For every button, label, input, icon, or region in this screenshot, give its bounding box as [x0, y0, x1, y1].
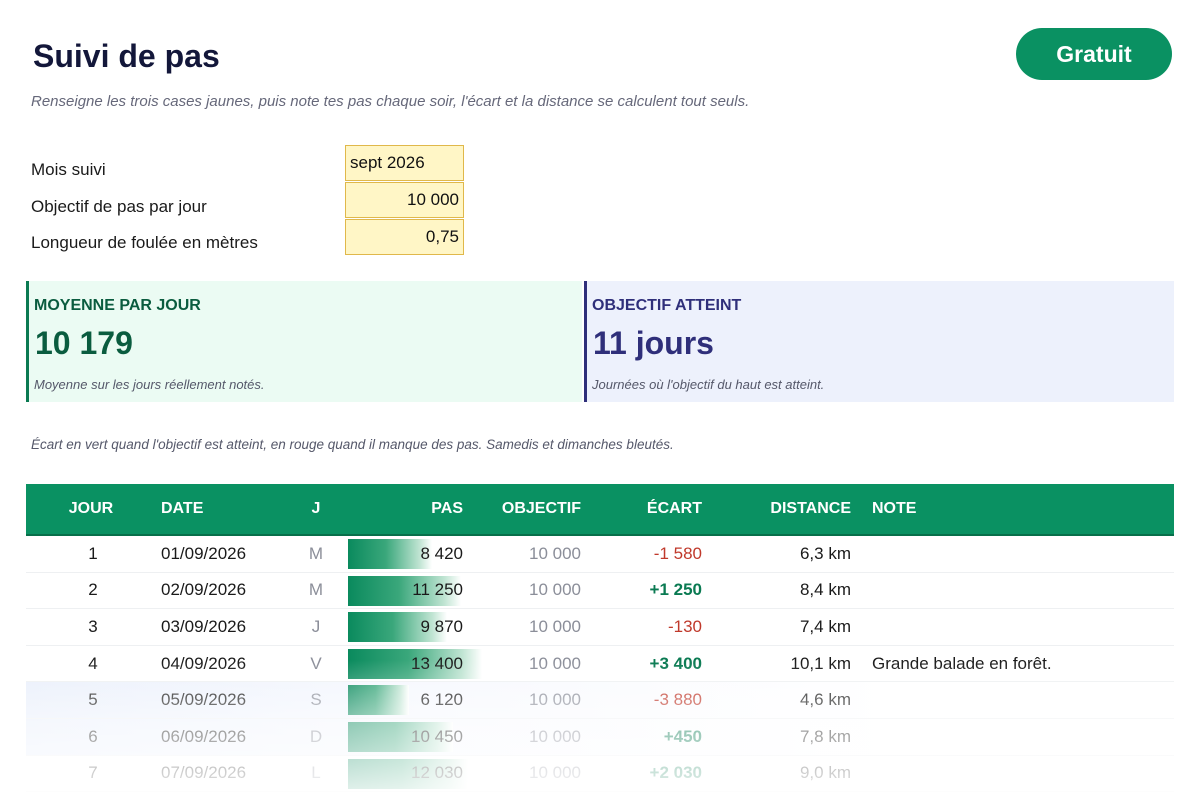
- day-number-cell[interactable]: 6: [88, 726, 98, 746]
- steps-cell[interactable]: 13 400: [411, 653, 463, 673]
- color-legend-note: Écart en vert quand l'objectif est attei…: [31, 437, 674, 452]
- average-kpi-card: MOYENNE PAR JOUR 10 179 Moyenne sur les …: [26, 281, 582, 402]
- goal-cell[interactable]: 10 000: [529, 690, 581, 710]
- table-row[interactable]: 1 01/09/2026 M 8 420 10 000 -1 580 6,3 km: [26, 536, 1174, 573]
- goal-kpi-title: OBJECTIF ATTEINT: [592, 297, 742, 314]
- table-row[interactable]: 7 07/09/2026 L 12 030 10 000 +2 030 9,0 km: [26, 756, 1174, 793]
- day-number-cell[interactable]: 5: [88, 690, 98, 710]
- difference-cell[interactable]: +450: [663, 726, 702, 746]
- average-kpi-note: Moyenne sur les jours réellement notés.: [34, 377, 265, 392]
- table-row[interactable]: 4 04/09/2026 V 13 400 10 000 +3 400 10,1 km Gra…: [26, 646, 1174, 683]
- difference-cell[interactable]: -1 580: [653, 543, 702, 563]
- weekday-cell[interactable]: S: [310, 690, 322, 710]
- weekday-cell[interactable]: D: [309, 726, 323, 746]
- param-label-stride: Longueur de foulée en mètres: [31, 233, 258, 252]
- free-badge-button[interactable]: Gratuit: [1016, 28, 1172, 80]
- date-cell[interactable]: 02/09/2026: [161, 580, 247, 600]
- date-cell[interactable]: 01/09/2026: [161, 543, 247, 563]
- date-cell[interactable]: 07/09/2026: [161, 763, 247, 783]
- difference-cell[interactable]: -3 880: [653, 690, 702, 710]
- table-row[interactable]: 2 02/09/2026 M 11 250 10 000 +1 250 8,4 km: [26, 573, 1174, 610]
- goal-kpi-card: OBJECTIF ATTEINT 11 jours Journées où l'…: [584, 281, 1174, 402]
- header-j[interactable]: J: [311, 500, 321, 517]
- table-row[interactable]: 3 03/09/2026 J 9 870 10 000 -130 7,4 km: [26, 609, 1174, 646]
- date-cell[interactable]: 03/09/2026: [161, 616, 247, 636]
- header-distance[interactable]: DISTANCE: [770, 500, 851, 517]
- param-label-month: Mois suivi: [31, 160, 106, 179]
- steps-table: JOUR DATE J PAS OBJECTIF ÉCART DISTANCE …: [26, 484, 1174, 793]
- header-jour[interactable]: JOUR: [68, 500, 114, 517]
- steps-data-bar: [348, 575, 461, 606]
- weekday-cell[interactable]: M: [308, 543, 324, 563]
- weekday-cell[interactable]: L: [311, 763, 321, 783]
- difference-cell[interactable]: +3 400: [649, 653, 702, 673]
- goal-cell[interactable]: 10 000: [529, 580, 581, 600]
- difference-cell[interactable]: -130: [667, 616, 702, 636]
- goal-cell[interactable]: 10 000: [529, 543, 581, 563]
- day-number-cell[interactable]: 2: [88, 580, 98, 600]
- steps-data-bar: [348, 612, 447, 643]
- table-body: 1 01/09/2026 M 8 420 10 000 -1 580 6,3 km 2 02/0…: [26, 536, 1174, 793]
- steps-cell[interactable]: 6 120: [420, 690, 463, 710]
- average-kpi-title: MOYENNE PAR JOUR: [34, 297, 201, 314]
- distance-cell[interactable]: 9,0 km: [799, 763, 851, 783]
- difference-cell[interactable]: +2 030: [649, 763, 702, 783]
- steps-data-bar: [348, 539, 432, 569]
- distance-cell[interactable]: 4,6 km: [799, 690, 851, 710]
- day-number-cell[interactable]: 1: [88, 543, 98, 563]
- table-row[interactable]: 6 06/09/2026 D 10 450 10 000 +450 7,8 km: [26, 718, 1174, 756]
- distance-cell[interactable]: 6,3 km: [799, 543, 851, 563]
- date-cell[interactable]: 05/09/2026: [161, 690, 247, 710]
- steps-cell[interactable]: 9 870: [420, 616, 463, 636]
- note-cell[interactable]: Grande balade en forêt.: [872, 653, 1052, 673]
- distance-cell[interactable]: 10,1 km: [790, 653, 851, 673]
- instructions-text: Renseigne les trois cases jaunes, puis n…: [31, 93, 750, 110]
- goal-cell[interactable]: 10 000: [529, 653, 581, 673]
- weekday-cell[interactable]: J: [311, 616, 321, 636]
- distance-cell[interactable]: 7,4 km: [799, 616, 851, 636]
- average-kpi-value: 10 179: [35, 325, 133, 361]
- page-title: Suivi de pas: [33, 38, 220, 74]
- goal-cell[interactable]: 10 000: [529, 726, 581, 746]
- table-header: JOUR DATE J PAS OBJECTIF ÉCART DISTANCE …: [26, 484, 1174, 536]
- steps-cell[interactable]: 11 250: [412, 580, 463, 600]
- goal-cell[interactable]: 10 000: [529, 616, 581, 636]
- day-number-cell[interactable]: 4: [88, 653, 98, 673]
- goal-kpi-note: Journées où l'objectif du haut est attei…: [592, 377, 825, 392]
- distance-cell[interactable]: 8,4 km: [799, 580, 851, 600]
- table-row[interactable]: 5 05/09/2026 S 6 120 10 000 -3 880 4,6 km: [26, 682, 1174, 719]
- header-pas[interactable]: PAS: [431, 500, 463, 517]
- header-date[interactable]: DATE: [161, 500, 204, 517]
- date-cell[interactable]: 04/09/2026: [161, 653, 247, 673]
- month-input-cell[interactable]: sept 2026: [345, 145, 464, 181]
- param-label-goal: Objectif de pas par jour: [31, 197, 207, 216]
- weekday-cell[interactable]: M: [308, 580, 324, 600]
- stride-length-input-cell[interactable]: 0,75: [345, 219, 464, 255]
- steps-cell[interactable]: 8 420: [420, 543, 463, 563]
- difference-cell[interactable]: +1 250: [649, 580, 702, 600]
- daily-goal-input-cell[interactable]: 10 000: [345, 182, 464, 218]
- distance-cell[interactable]: 7,8 km: [799, 726, 851, 746]
- header-ecart[interactable]: ÉCART: [646, 500, 702, 517]
- goal-cell[interactable]: 10 000: [529, 763, 581, 783]
- header-note[interactable]: NOTE: [872, 500, 917, 517]
- day-number-cell[interactable]: 7: [88, 763, 98, 783]
- steps-cell[interactable]: 12 030: [411, 763, 463, 783]
- goal-kpi-value: 11 jours: [593, 325, 714, 361]
- day-number-cell[interactable]: 3: [88, 616, 98, 636]
- header-objectif[interactable]: OBJECTIF: [501, 500, 581, 517]
- date-cell[interactable]: 06/09/2026: [161, 726, 247, 746]
- weekday-cell[interactable]: V: [310, 653, 322, 673]
- steps-cell[interactable]: 10 450: [411, 726, 463, 746]
